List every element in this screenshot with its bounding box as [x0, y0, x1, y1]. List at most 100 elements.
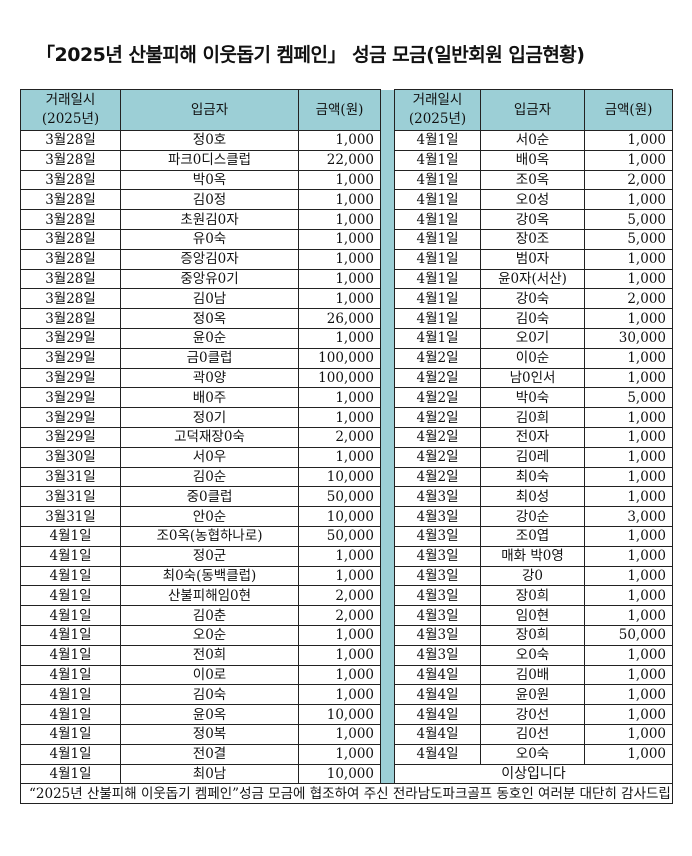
depositor-name: 강0숙 [480, 288, 585, 310]
table-row: 3월29일 곽0양 100,000 4월2일 남0인서 1,000 [20, 367, 673, 389]
deposit-amount: 1,000 [584, 723, 673, 745]
depositor-name: 증앙김0자 [120, 248, 299, 270]
table-row: 4월1일 최0숙(동백클럽) 1,000 4월3일 강0 1,000 [20, 565, 673, 587]
deposit-amount: 1,000 [584, 525, 673, 547]
deposit-date: 4월2일 [394, 426, 481, 448]
date-header-left: 거래일시 (2025년) [20, 89, 121, 131]
header-row: 거래일시 (2025년) 입금자 금액(원) 거래일시 (2025년) 입금자 … [20, 89, 673, 131]
deposit-amount: 1,000 [298, 248, 381, 270]
table-row: 3월28일 박0옥 1,000 4월1일 조0옥 2,000 [20, 169, 673, 191]
deposit-date: 4월4일 [394, 723, 481, 745]
amount-header-left: 금액(원) [298, 89, 381, 131]
depositor-name: 강0순 [480, 506, 585, 527]
table-row: 3월31일 김0순 10,000 4월2일 최0숙 1,000 [20, 466, 673, 488]
deposit-date: 3월28일 [20, 209, 121, 230]
deposit-date: 4월1일 [394, 189, 481, 211]
deposit-date: 3월28일 [20, 169, 121, 191]
deposit-amount: 1,000 [584, 466, 673, 488]
table-row: 3월28일 정0호 1,000 4월1일 서0순 1,000 [20, 130, 673, 151]
deposit-amount: 1,000 [298, 268, 381, 290]
deposit-date: 4월1일 [20, 664, 121, 686]
table-row: 3월29일 정0기 1,000 4월2일 김0희 1,000 [20, 407, 673, 428]
deposit-date: 4월1일 [20, 704, 121, 725]
date-header-line1: 거래일시 [45, 92, 96, 108]
column-separator [380, 130, 395, 151]
table-row: 3월28일 김0남 1,000 4월1일 강0숙 2,000 [20, 288, 673, 310]
deposit-date: 4월1일 [20, 763, 121, 785]
table-row: 4월1일 오0순 1,000 4월3일 장0희 50,000 [20, 624, 673, 646]
deposit-date: 4월3일 [394, 624, 481, 646]
column-separator [380, 764, 395, 784]
depositor-name: 오0숙 [480, 743, 585, 765]
column-separator [380, 704, 395, 725]
deposit-date: 4월1일 [394, 169, 481, 191]
table-row: 3월31일 중0클럽 50,000 4월3일 최0성 1,000 [20, 486, 673, 508]
depositor-name: 김0숙 [480, 308, 585, 329]
column-separator [380, 665, 395, 685]
depositor-name: 박0옥 [120, 169, 299, 191]
name-header-left: 입금자 [120, 89, 299, 131]
column-separator [380, 744, 395, 764]
thank-you-note: “2025년 산불피해 이웃돕기 켐페인”성금 모금에 협조하여 주신 전라남도… [20, 783, 673, 805]
deposit-amount: 1,000 [298, 723, 381, 745]
deposit-amount: 1,000 [584, 308, 673, 329]
depositor-name: 서0순 [480, 130, 585, 151]
deposit-amount: 1,000 [584, 367, 673, 389]
column-separator [380, 684, 395, 705]
table-row: 4월1일 이0로 1,000 4월4일 김0배 1,000 [20, 664, 673, 686]
column-separator [380, 467, 395, 487]
deposit-amount: 1,000 [298, 684, 381, 706]
depositor-name: 오0기 [480, 327, 585, 349]
depositor-name: 윤0옥 [120, 704, 299, 725]
deposit-date: 4월1일 [20, 525, 121, 547]
column-separator [380, 447, 395, 468]
deposit-date: 4월1일 [20, 743, 121, 765]
deposit-amount: 1,000 [298, 169, 381, 191]
depositor-name: 김0선 [480, 723, 585, 745]
deposit-amount: 3,000 [584, 506, 673, 527]
deposit-amount: 1,000 [298, 446, 381, 468]
deposit-amount: 50,000 [298, 486, 381, 508]
deposit-date: 4월4일 [394, 684, 481, 706]
depositor-name: 강0옥 [480, 209, 585, 230]
deposit-amount: 2,000 [298, 605, 381, 626]
deposit-amount: 2,000 [584, 169, 673, 191]
depositor-name: 산불피해임0현 [120, 585, 299, 607]
deposit-amount: 1,000 [298, 130, 381, 151]
deposit-amount: 1,000 [584, 486, 673, 508]
deposit-date: 3월28일 [20, 248, 121, 270]
depositor-name: 이0로 [120, 664, 299, 686]
deposit-amount: 1,000 [584, 426, 673, 448]
deposit-amount: 1,000 [298, 209, 381, 230]
column-separator [380, 209, 395, 230]
depositor-name: 남0인서 [480, 367, 585, 389]
table-row: 3월28일 중앙유0기 1,000 4월1일 윤0자(서산) 1,000 [20, 268, 673, 290]
deposit-amount: 1,000 [298, 565, 381, 587]
column-separator [380, 387, 395, 408]
table-row: 3월29일 배0주 1,000 4월2일 박0숙 5,000 [20, 387, 673, 409]
deposit-amount: 1,000 [298, 644, 381, 666]
column-separator [380, 348, 395, 369]
deposit-date: 4월1일 [394, 248, 481, 270]
depositor-name: 안0순 [120, 506, 299, 527]
table-row: 3월28일 유0숙 1,000 4월1일 장0조 5,000 [20, 228, 673, 250]
closing-text: 이상입니다 [394, 763, 673, 785]
table-row: 3월31일 안0순 10,000 4월3일 강0순 3,000 [20, 506, 673, 527]
deposit-date: 3월28일 [20, 189, 121, 211]
date-header-right: 거래일시 (2025년) [394, 89, 481, 131]
deposit-amount: 50,000 [584, 624, 673, 646]
column-separator [380, 269, 395, 289]
depositor-name: 최0숙 [480, 466, 585, 488]
deposit-amount: 1,000 [584, 446, 673, 468]
depositor-name: 김0배 [480, 664, 585, 686]
deposit-amount: 2,000 [584, 288, 673, 310]
deposit-amount: 2,000 [298, 585, 381, 607]
table-row: 3월29일 윤0순 1,000 4월1일 오0기 30,000 [20, 327, 673, 349]
depositor-name: 김0희 [480, 407, 585, 428]
column-separator [380, 585, 395, 606]
deposit-amount: 1,000 [584, 704, 673, 725]
column-separator [380, 526, 395, 547]
deposit-amount: 1,000 [584, 605, 673, 626]
deposit-date: 4월3일 [394, 565, 481, 587]
deposit-date: 4월3일 [394, 506, 481, 527]
